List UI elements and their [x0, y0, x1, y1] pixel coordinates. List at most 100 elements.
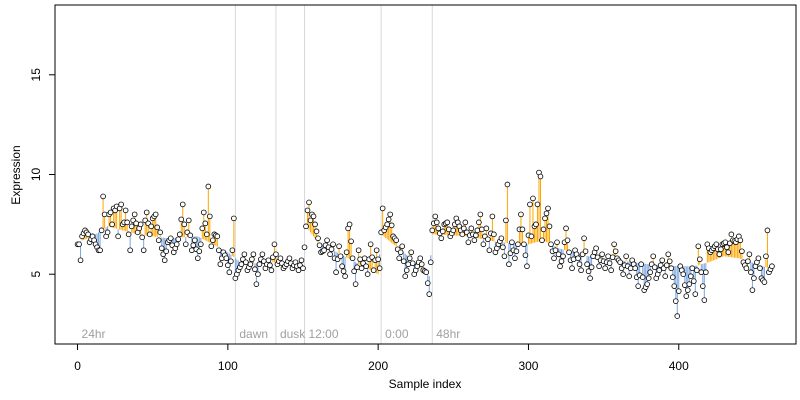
data-point — [722, 239, 729, 246]
data-point — [403, 267, 410, 274]
data-point — [375, 256, 381, 263]
data-point — [131, 211, 138, 218]
data-point — [247, 261, 254, 268]
data-point — [330, 241, 336, 248]
data-point — [327, 251, 333, 258]
data-point — [205, 183, 212, 190]
data-point — [310, 213, 317, 220]
data-point — [543, 210, 550, 217]
data-point — [217, 261, 224, 268]
data-point — [351, 268, 357, 275]
y-axis-title: Expression — [9, 145, 23, 204]
data-point — [167, 235, 174, 242]
data-point — [739, 248, 745, 255]
y-tick-label: 5 — [29, 271, 43, 278]
data-point — [133, 220, 139, 227]
data-point — [316, 242, 323, 249]
x-tick-label: 400 — [669, 359, 689, 373]
data-point — [361, 255, 368, 262]
data-point — [650, 253, 657, 260]
data-point — [337, 253, 344, 260]
data-point — [465, 239, 472, 246]
data-point — [306, 199, 312, 206]
data-point — [608, 267, 614, 274]
data-point — [155, 237, 162, 244]
data-point — [587, 275, 593, 281]
data-point — [249, 256, 255, 263]
data-point — [161, 257, 168, 264]
data-point — [109, 221, 115, 228]
data-point — [255, 271, 261, 278]
data-point — [645, 275, 652, 281]
data-point — [433, 219, 440, 226]
data-point — [313, 228, 320, 235]
data-point — [585, 268, 592, 275]
data-point — [461, 225, 467, 232]
data-point — [228, 258, 234, 265]
y-tick-label: 10 — [29, 168, 43, 182]
data-point — [179, 201, 186, 208]
data-point — [651, 264, 658, 271]
data-point — [575, 255, 581, 262]
data-point — [363, 263, 369, 270]
data-point — [253, 281, 260, 287]
data-point — [367, 241, 374, 248]
data-point — [107, 209, 114, 216]
data-point — [485, 236, 491, 243]
data-point — [617, 259, 623, 266]
data-point — [173, 241, 180, 248]
data-point — [444, 219, 451, 226]
data-point — [546, 223, 553, 230]
data-point — [761, 279, 768, 285]
data-point — [405, 261, 412, 268]
data-point — [638, 261, 644, 268]
data-point — [477, 211, 484, 218]
data-point — [439, 228, 446, 235]
data-point — [122, 207, 129, 214]
data-point — [376, 265, 383, 272]
data-point — [513, 248, 520, 255]
data-point — [557, 263, 563, 270]
data-point — [101, 211, 108, 218]
data-point — [85, 231, 91, 238]
data-point — [569, 265, 575, 272]
data-point — [745, 258, 751, 265]
data-point — [491, 231, 497, 238]
data-point — [77, 257, 84, 264]
data-point — [564, 237, 571, 244]
data-point — [307, 217, 314, 224]
data-point — [743, 265, 750, 272]
data-point — [663, 262, 670, 269]
data-point — [176, 231, 183, 238]
data-point — [718, 246, 724, 253]
data-point — [468, 225, 475, 232]
data-point — [393, 237, 399, 244]
data-point — [540, 226, 547, 233]
data-point — [671, 283, 678, 289]
data-point — [139, 234, 145, 241]
data-point — [370, 267, 377, 274]
data-point — [208, 243, 215, 250]
x-tick-label: 100 — [218, 359, 238, 373]
y-axis: 5 10 15 — [29, 68, 56, 278]
data-point — [480, 241, 487, 248]
data-point — [662, 273, 669, 280]
data-point — [515, 241, 521, 248]
data-point — [611, 241, 617, 248]
data-point — [178, 216, 185, 223]
data-point — [397, 249, 404, 256]
data-point — [639, 274, 646, 280]
data-point — [191, 237, 198, 244]
data-point — [97, 247, 103, 254]
data-point — [157, 229, 164, 236]
data-point — [698, 269, 705, 276]
data-point — [503, 217, 509, 224]
data-point — [635, 283, 641, 289]
data-point — [479, 226, 485, 233]
data-point — [267, 262, 273, 269]
data-point — [703, 269, 709, 276]
data-point — [609, 254, 616, 261]
phase-label: 48hr — [436, 327, 460, 341]
data-point — [196, 248, 203, 255]
